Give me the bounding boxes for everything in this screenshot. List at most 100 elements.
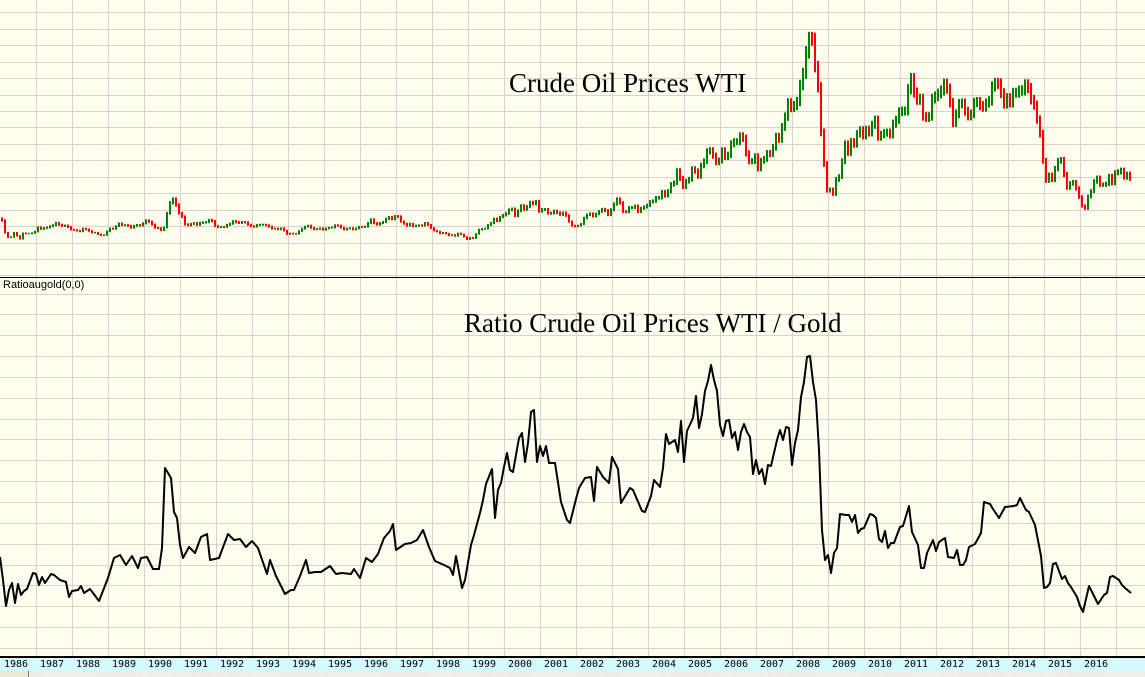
x-axis-time-band: 1986 1987 1988 1989 1990 1991 1992 1993 1994 1995… — [0, 656, 1145, 671]
oil-price-bar — [961, 98, 963, 109]
oil-price-bar — [973, 97, 975, 119]
horizontal-scrollbar[interactable] — [0, 671, 1145, 677]
oil-price-bar — [688, 176, 690, 184]
oil-price-bar — [655, 196, 657, 203]
oil-price-bar — [70, 226, 72, 231]
oil-price-bar — [418, 224, 420, 227]
oil-price-bar — [1057, 157, 1059, 172]
oil-price-bar — [52, 224, 54, 228]
oil-price-bar — [1033, 94, 1035, 110]
oil-price-bar — [88, 228, 90, 232]
x-tick-label: 1994 — [292, 659, 317, 670]
oil-price-bar — [991, 81, 993, 106]
x-tick-label: 2011 — [904, 659, 929, 670]
oil-price-bar — [28, 232, 30, 235]
oil-price-bar — [625, 210, 627, 214]
oil-price-bar — [868, 125, 870, 137]
x-tick-label: 2003 — [616, 659, 641, 670]
oil-price-bar — [1048, 172, 1050, 183]
oil-price-bar — [313, 226, 315, 231]
oil-price-bar — [505, 212, 507, 217]
oil-price-bar — [49, 225, 51, 229]
oil-price-bar — [115, 225, 117, 230]
oil-price-bar — [1099, 175, 1101, 187]
oil-price-bar — [157, 226, 159, 230]
oil-price-bar — [724, 147, 726, 161]
oil-price-bar — [379, 222, 381, 226]
x-tick-label: 1986 — [4, 659, 29, 670]
x-tick-label: 2007 — [760, 659, 785, 670]
oil-price-bar — [73, 228, 75, 231]
oil-price-bar — [307, 224, 309, 228]
oil-price-bar — [943, 78, 945, 96]
oil-price-bar — [598, 210, 600, 216]
oil-price-bar — [196, 222, 198, 226]
oil-price-bar — [337, 224, 339, 227]
oil-price-bar — [106, 230, 108, 236]
oil-price-bar — [229, 222, 231, 226]
x-tick-label: 2009 — [832, 659, 857, 670]
oil-price-bar — [574, 224, 576, 228]
oil-price-bar — [889, 128, 891, 139]
oil-price-bar — [91, 230, 93, 234]
oil-price-bar — [982, 101, 984, 112]
oil-price-bar — [784, 112, 786, 131]
oil-price-bar — [451, 234, 453, 237]
oil-price-bar — [202, 221, 204, 224]
x-tick-label: 2004 — [652, 659, 677, 670]
oil-price-bar — [559, 211, 561, 216]
oil-price-bar — [1009, 93, 1011, 108]
x-tick-label: 1988 — [76, 659, 101, 670]
oil-price-bar — [652, 199, 654, 204]
oil-price-bar — [169, 201, 171, 215]
oil-price-bar — [802, 67, 804, 91]
oil-price-bar — [760, 157, 762, 172]
oil-price-bar — [955, 109, 957, 128]
oil-price-bar — [367, 222, 369, 228]
oil-price-bar — [646, 203, 648, 209]
x-tick-label: 2008 — [796, 659, 821, 670]
x-tick-label: 2006 — [724, 659, 749, 670]
x-tick-label: 1993 — [256, 659, 281, 670]
oil-price-bar — [877, 115, 879, 141]
scroll-left-button[interactable] — [0, 671, 29, 677]
ratio-chart-title: Ratio Crude Oil Prices WTI / Gold — [464, 308, 842, 338]
oil-price-bar — [793, 100, 795, 113]
oil-price-bar — [709, 147, 711, 155]
oil-price-bar — [220, 225, 222, 229]
oil-price-bar — [463, 233, 465, 238]
oil-price-bar — [448, 232, 450, 237]
oil-price-bar — [334, 224, 336, 229]
oil-price-bar — [151, 220, 153, 226]
oil-price-bar — [58, 221, 60, 226]
oil-price-bar — [643, 205, 645, 210]
x-tick-label: 1996 — [364, 659, 389, 670]
oil-price-bar — [388, 215, 390, 220]
oil-price-bar — [541, 207, 543, 213]
oil-price-bar — [1120, 167, 1122, 175]
oil-price-bar — [430, 223, 432, 229]
oil-price-bar — [25, 232, 27, 235]
x-tick-label: 2000 — [508, 659, 533, 670]
oil-price-bar — [667, 189, 669, 198]
oil-price-bar — [244, 221, 246, 224]
oil-price-bar — [487, 224, 489, 230]
oil-price-bar — [994, 77, 996, 92]
oil-price-bar — [1027, 79, 1029, 94]
oil-price-bar — [589, 212, 591, 217]
oil-price-bar — [1054, 165, 1056, 182]
oil-price-bar — [184, 215, 186, 226]
oil-price-bar — [16, 231, 18, 237]
oil-price-bar — [373, 218, 375, 225]
oil-price-bar — [976, 97, 978, 108]
oil-price-bar — [160, 227, 162, 232]
x-tick-label: 1995 — [328, 659, 353, 670]
oil-price-bars — [1, 31, 1131, 241]
oil-price-bar — [958, 99, 960, 119]
oil-price-bar — [967, 106, 969, 121]
oil-price-bar — [829, 187, 831, 193]
oil-price-bar — [826, 161, 828, 193]
oil-price-bar — [34, 230, 36, 234]
oil-price-bar — [403, 220, 405, 225]
oil-price-bar — [772, 143, 774, 157]
